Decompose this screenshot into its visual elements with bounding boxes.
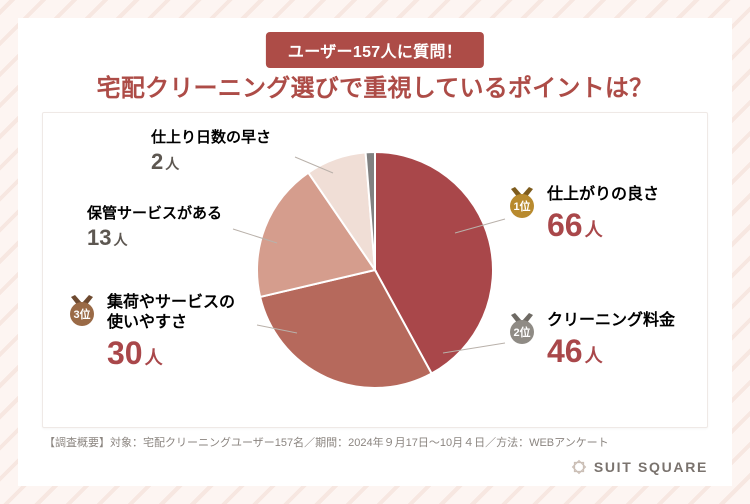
label-price: 2位 クリーニング料金 46人	[505, 311, 675, 371]
label-quality-name: 仕上がりの良さ	[547, 185, 659, 205]
rank-2-text: 2位	[513, 325, 530, 339]
content-panel: ユーザー157人に質問！ 宅配クリーニング選びで重視しているポイントは？ 1位 …	[18, 18, 732, 486]
label-storage-name: 保管サービスがある	[87, 205, 222, 224]
label-price-value: 46人	[547, 331, 675, 371]
rank-medal-1-icon: 1位	[505, 185, 539, 219]
pie-chart	[255, 150, 495, 390]
label-ease-value: 30人	[107, 333, 235, 373]
rank-3-text: 3位	[73, 307, 90, 321]
rank-medal-2-icon: 2位	[505, 311, 539, 345]
label-speed-name: 仕上り日数の早さ	[151, 129, 271, 148]
label-storage-value: 13人	[87, 224, 222, 252]
label-speed: 仕上り日数の早さ 2人	[151, 129, 271, 175]
label-speed-value: 2人	[151, 148, 271, 176]
label-storage: 保管サービスがある 13人	[87, 205, 222, 251]
brand-icon	[570, 458, 588, 476]
rank-1-text: 1位	[513, 199, 530, 213]
chart-card: 1位 仕上がりの良さ 66人 2位	[42, 112, 708, 428]
label-quality: 1位 仕上がりの良さ 66人	[505, 185, 659, 245]
rank-medal-3-icon: 3位	[65, 293, 99, 327]
label-quality-value: 66人	[547, 205, 659, 245]
label-price-name: クリーニング料金	[547, 311, 675, 331]
brand-name: SUIT SQUARE	[594, 459, 708, 475]
label-ease: 3位 集荷やサービスの使いやすさ 30人	[65, 293, 235, 373]
survey-badge: ユーザー157人に質問！	[266, 32, 484, 68]
label-ease-name: 集荷やサービスの使いやすさ	[107, 293, 235, 333]
survey-question: 宅配クリーニング選びで重視しているポイントは？	[18, 68, 732, 103]
brand-mark: SUIT SQUARE	[570, 458, 708, 476]
survey-footnote: 【調査概要】対象：宅配クリーニングユーザー157名／期間：2024年９月17日～…	[44, 434, 609, 450]
pie-svg	[255, 150, 495, 390]
